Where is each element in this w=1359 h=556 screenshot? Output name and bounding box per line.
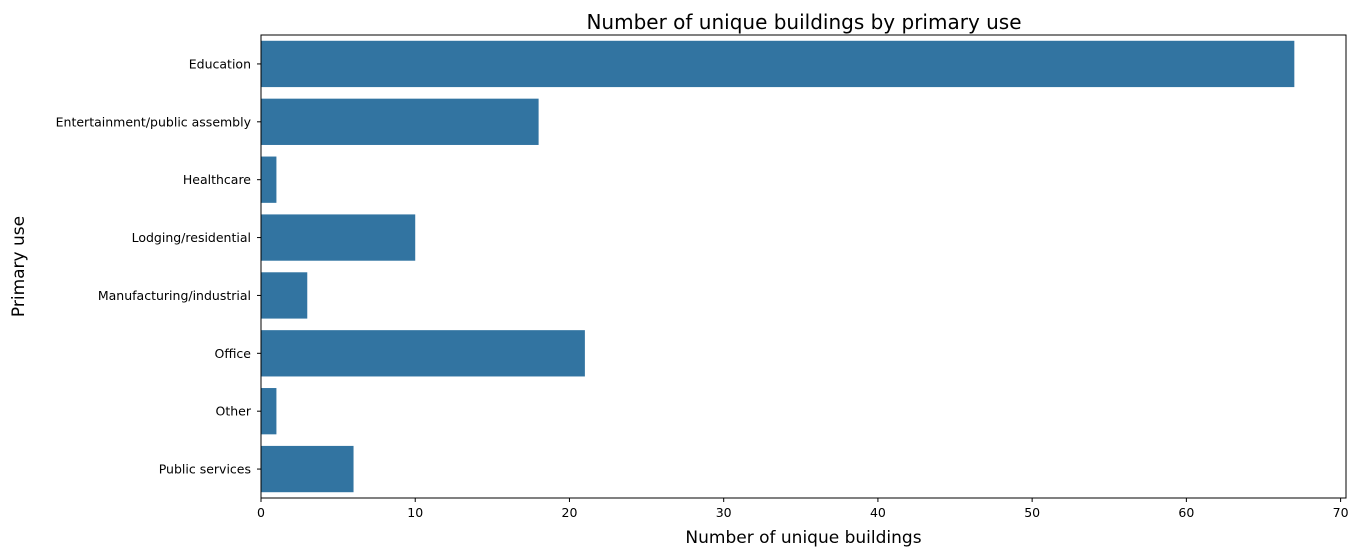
- bar-7: [261, 445, 354, 493]
- x-tick-label: 10: [407, 505, 423, 520]
- y-tick-label: Public services: [159, 462, 251, 477]
- x-tick-label: 30: [716, 505, 732, 520]
- y-tick-label: Manufacturing/industrial: [98, 288, 251, 303]
- x-axis: 0 10 20 30 40 50 60 70: [257, 498, 1349, 520]
- chart-title: Number of unique buildings by primary us…: [586, 10, 1021, 34]
- bar-3: [261, 214, 416, 261]
- bar-6: [261, 388, 277, 435]
- bar-2: [261, 156, 277, 203]
- x-tick-label: 0: [257, 505, 265, 520]
- bar-5: [261, 330, 585, 377]
- bar-0: [261, 40, 1295, 88]
- y-tick-label: Healthcare: [183, 172, 251, 187]
- x-tick-label: 40: [870, 505, 886, 520]
- x-tick-label: 20: [562, 505, 578, 520]
- y-tick-label: Education: [189, 56, 251, 71]
- y-tick-label: Office: [215, 346, 252, 361]
- bar-1: [261, 98, 539, 145]
- x-axis-title: Number of unique buildings: [685, 528, 921, 548]
- y-axis-title: Primary use: [9, 216, 29, 317]
- y-tick-label: Entertainment/public assembly: [56, 114, 252, 129]
- y-tick-label: Lodging/residential: [132, 230, 251, 245]
- bars-layer: [261, 40, 1295, 493]
- plot-frame: [260, 34, 1347, 499]
- bar-4: [261, 272, 308, 319]
- x-tick-label: 70: [1333, 505, 1349, 520]
- x-tick-label: 50: [1024, 505, 1040, 520]
- x-tick-label: 60: [1178, 505, 1194, 520]
- y-tick-label: Other: [216, 404, 252, 419]
- y-axis: Education Entertainment/public assembly He…: [56, 56, 261, 477]
